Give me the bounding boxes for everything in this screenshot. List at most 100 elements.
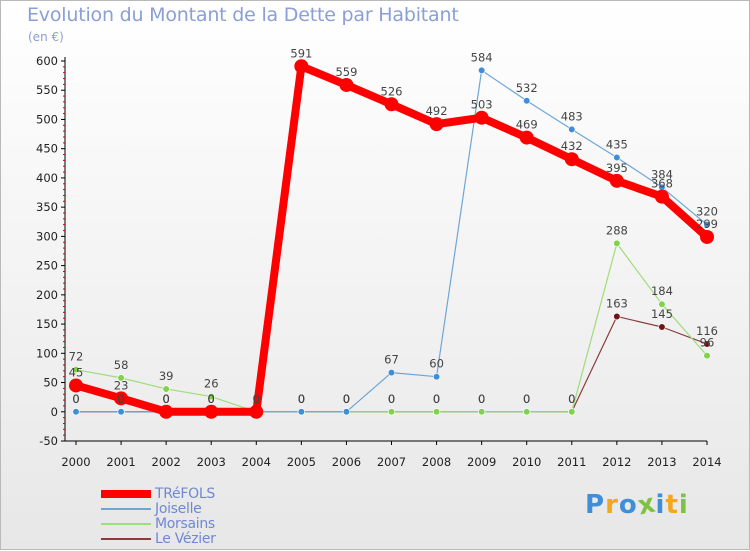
chart-title: Evolution du Montant de la Dette par Hab… <box>27 4 459 26</box>
series-point-2 <box>478 408 486 416</box>
logo-letter: i <box>655 490 666 520</box>
series-point-3 <box>613 312 621 321</box>
data-label: 23 <box>114 378 129 392</box>
series-point-1 <box>72 408 80 416</box>
data-label: 0 <box>343 392 350 406</box>
series-point-1 <box>613 153 621 162</box>
x-tick-label: 2008 <box>422 455 451 469</box>
data-label: 0 <box>523 392 530 406</box>
series-point-2 <box>568 408 576 416</box>
y-tick-label: 450 <box>36 142 58 156</box>
data-label: 0 <box>162 392 169 406</box>
data-label: 503 <box>471 98 493 112</box>
data-label: 0 <box>208 392 215 406</box>
data-label: 469 <box>516 118 538 132</box>
data-label: 435 <box>606 137 628 151</box>
data-label: 0 <box>298 392 305 406</box>
series-point-2 <box>387 408 396 416</box>
series-point-2 <box>207 392 215 401</box>
legend-label-joiselle: Joiselle <box>155 501 202 517</box>
y-tick-label: 550 <box>36 83 58 97</box>
series-point-0 <box>564 152 579 167</box>
data-label: 0 <box>433 392 440 406</box>
series-point-0 <box>69 378 83 393</box>
data-label: 0 <box>298 392 305 406</box>
data-label: 0 <box>343 392 350 406</box>
data-label: 163 <box>606 296 628 310</box>
series-point-1 <box>297 408 305 416</box>
data-label: 0 <box>253 392 260 406</box>
data-label: 559 <box>335 65 357 79</box>
series-point-0 <box>384 97 399 112</box>
series-point-0 <box>339 77 354 92</box>
y-tick-label: 600 <box>36 54 58 68</box>
logo-letter: o <box>618 490 638 520</box>
legend-item-joiselle: Joiselle <box>101 501 301 517</box>
series-point-2 <box>523 408 531 416</box>
series-point-0 <box>609 173 624 188</box>
data-label: 584 <box>471 50 493 64</box>
series-point-2 <box>703 352 711 360</box>
y-tick-label: -50 <box>39 434 58 448</box>
data-label: 0 <box>343 392 350 406</box>
data-label: 0 <box>568 392 575 406</box>
series-point-1 <box>478 66 486 74</box>
series-point-2 <box>432 408 441 416</box>
data-label: 0 <box>478 392 485 406</box>
series-line-2 <box>75 242 708 413</box>
series-point-0 <box>249 404 264 419</box>
data-label: 0 <box>478 392 485 406</box>
data-label: 0 <box>208 392 215 406</box>
series-point-0 <box>519 130 534 145</box>
series-point-1 <box>342 408 351 416</box>
x-tick-label: 2012 <box>602 455 631 469</box>
data-label: 0 <box>253 392 260 406</box>
legend-item-trefols: TRéFOLS <box>101 486 301 502</box>
data-label: 26 <box>204 377 219 391</box>
data-label: 145 <box>651 307 673 321</box>
logo-letter: r <box>605 490 619 520</box>
proxiti-logo: Proxiti <box>585 488 689 521</box>
series-point-1 <box>703 221 711 229</box>
series-point-0 <box>429 117 444 132</box>
series-point-2 <box>613 239 621 247</box>
x-tick-label: 2007 <box>377 455 406 469</box>
data-label: 368 <box>651 177 673 191</box>
x-tick-label: 2002 <box>152 455 181 469</box>
data-label: 299 <box>696 217 718 231</box>
data-label: 395 <box>606 161 628 175</box>
data-label: 39 <box>159 369 174 383</box>
series-point-2 <box>162 385 170 393</box>
data-label: 532 <box>516 81 538 95</box>
data-label: 320 <box>696 205 718 219</box>
x-tick-label: 2001 <box>106 455 135 469</box>
logo-letter: i <box>678 490 689 520</box>
series-point-1 <box>387 369 396 377</box>
data-label: 0 <box>117 392 124 406</box>
series-point-1 <box>523 97 531 105</box>
data-label: 591 <box>290 46 312 60</box>
y-tick-label: 50 <box>43 376 58 390</box>
data-label: 96 <box>700 336 715 350</box>
series-point-2 <box>117 374 125 382</box>
data-label: 0 <box>388 392 395 406</box>
data-label: 0 <box>72 392 79 406</box>
series-point-2 <box>72 366 80 374</box>
legend-label-le-vezier: Le Vézier <box>155 531 216 547</box>
y-tick-label: 200 <box>36 288 58 302</box>
data-label: 0 <box>253 392 260 406</box>
y-tick-label: 500 <box>36 112 58 126</box>
data-label: 0 <box>568 392 575 406</box>
y-tick-label: 150 <box>36 317 58 331</box>
legend: TRéFOLS Joiselle Morsains Le Vézier <box>101 486 301 547</box>
x-tick-label: 2005 <box>287 455 316 469</box>
data-label: 526 <box>381 84 403 98</box>
data-label: 0 <box>117 392 124 406</box>
data-label: 60 <box>429 357 444 371</box>
legend-label-morsains: Morsains <box>155 516 215 532</box>
x-tick-label: 2011 <box>557 455 586 469</box>
logo-letter: t <box>665 490 679 520</box>
y-tick-label: 0 <box>51 405 58 419</box>
unit-label: (en €) <box>28 30 64 44</box>
